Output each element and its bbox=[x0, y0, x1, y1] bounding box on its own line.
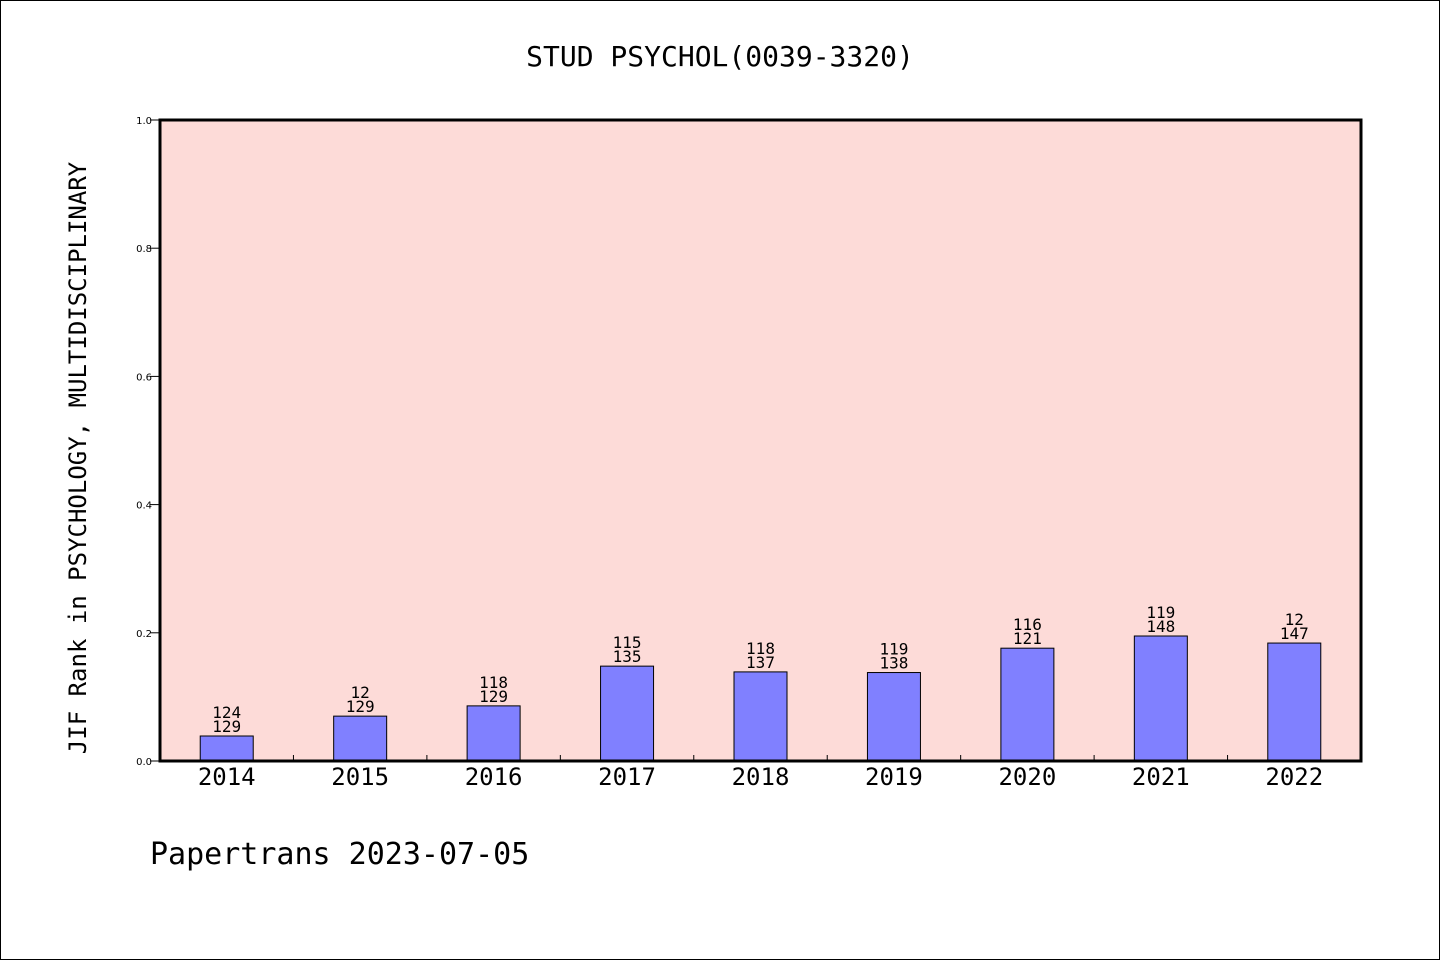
bar-total-label: 135 bbox=[613, 647, 642, 666]
x-tick-label: 2017 bbox=[598, 763, 656, 791]
x-tick-label: 2018 bbox=[732, 763, 790, 791]
bar-rank-label: 116 bbox=[1013, 615, 1042, 634]
y-tick-label: 1.0 bbox=[136, 116, 152, 127]
x-tick-labels: 2014 2015 2016 2017 2018 2019 2020 2021 2022 bbox=[198, 763, 1323, 791]
bar bbox=[466, 705, 521, 762]
x-tick-label: 2015 bbox=[331, 763, 389, 791]
bar-total-label: 137 bbox=[746, 653, 775, 672]
x-tick-label: 2016 bbox=[465, 763, 523, 791]
x-tick-label: 2020 bbox=[998, 763, 1056, 791]
x-tick-label: 2021 bbox=[1132, 763, 1190, 791]
x-tick-label: 2014 bbox=[198, 763, 256, 791]
bar-rank-label: 12 bbox=[1285, 610, 1304, 629]
bar-total-label: 147 bbox=[1280, 624, 1309, 643]
bar bbox=[866, 672, 921, 762]
bar bbox=[1000, 647, 1055, 762]
bar bbox=[1267, 642, 1322, 762]
y-axis-label: JIF Rank in PSYCHOLOGY, MULTIDISCIPLINAR… bbox=[64, 161, 92, 754]
bar-rank-label: 119 bbox=[1146, 603, 1175, 622]
bar-rank-label: 118 bbox=[479, 673, 508, 692]
bar bbox=[600, 665, 655, 762]
bar-rank-label: 124 bbox=[212, 703, 241, 722]
bar bbox=[333, 715, 388, 762]
chart-title: STUD PSYCHOL(0039-3320) bbox=[526, 40, 914, 73]
bar-total-label: 129 bbox=[479, 687, 508, 706]
bar bbox=[733, 671, 788, 762]
footer-text: Papertrans 2023-07-05 bbox=[150, 837, 529, 872]
y-tick-label: 0.0 bbox=[136, 757, 152, 768]
bar-total-label: 129 bbox=[346, 697, 375, 716]
bar-rank-label: 12 bbox=[351, 683, 370, 702]
bar bbox=[1133, 635, 1188, 762]
bar-total-label: 138 bbox=[879, 654, 908, 673]
bar-rank-label: 115 bbox=[613, 633, 642, 652]
bar-total-label: 148 bbox=[1146, 617, 1175, 636]
bar-total-label: 121 bbox=[1013, 629, 1042, 648]
x-tick-label: 2019 bbox=[865, 763, 923, 791]
x-tick-label: 2022 bbox=[1265, 763, 1323, 791]
bar-rank-label: 119 bbox=[879, 640, 908, 659]
y-tick-label: 0.6 bbox=[136, 372, 152, 383]
bar-total-label: 129 bbox=[212, 717, 241, 736]
bar-rank-label: 118 bbox=[746, 639, 775, 658]
y-tick-label: 0.4 bbox=[136, 501, 152, 512]
y-tick-label: 0.2 bbox=[136, 629, 152, 640]
y-tick-label: 0.8 bbox=[136, 244, 152, 255]
plot-border bbox=[158, 118, 1363, 763]
bar bbox=[199, 735, 254, 762]
